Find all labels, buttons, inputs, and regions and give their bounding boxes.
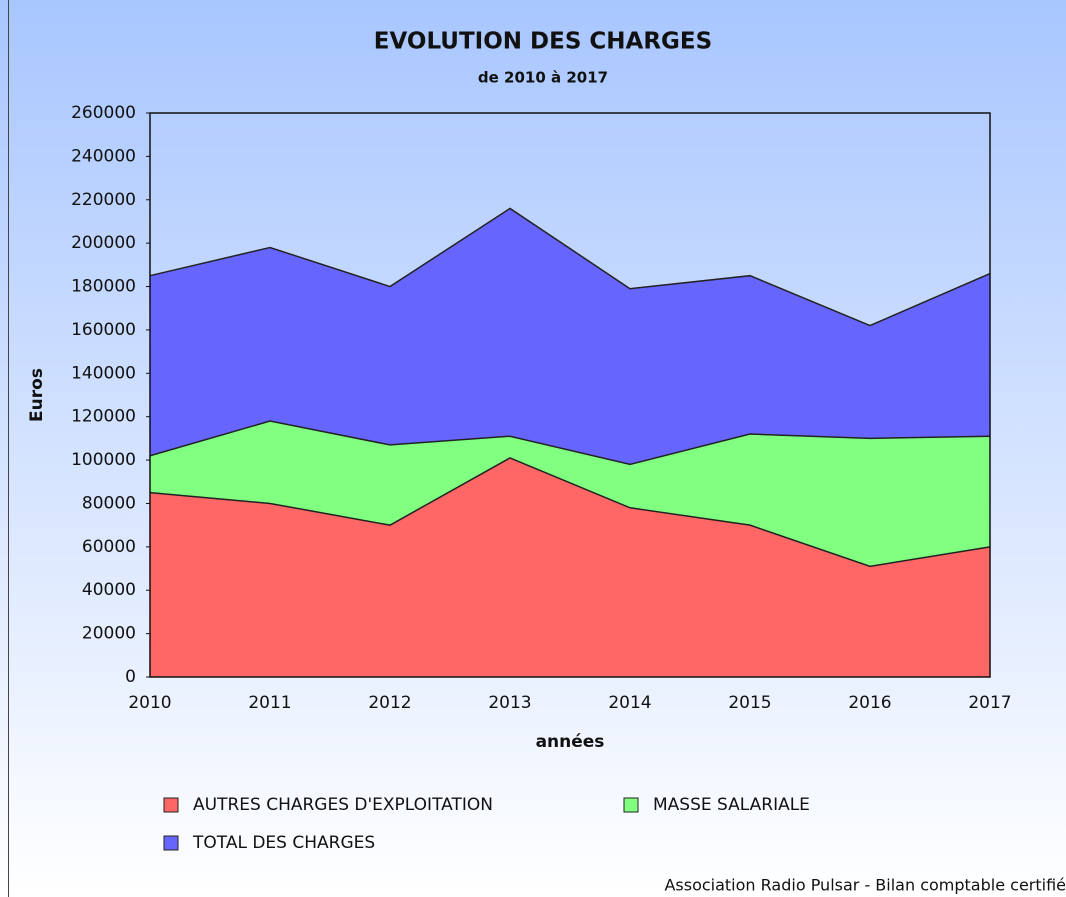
x-tick-label: 2013: [488, 693, 531, 713]
legend-label: TOTAL DES CHARGES: [192, 833, 375, 853]
legend-swatch: [163, 797, 179, 813]
y-tick-label: 80000: [82, 493, 136, 513]
y-tick-label: 120000: [71, 407, 136, 427]
y-tick-label: 200000: [71, 233, 136, 253]
x-tick-label: 2017: [968, 693, 1011, 713]
y-tick-label: 60000: [82, 537, 136, 557]
y-tick-label: 0: [125, 667, 136, 687]
legend-label: AUTRES CHARGES D'EXPLOITATION: [193, 795, 493, 815]
y-tick-label: 260000: [71, 103, 136, 123]
x-tick-label: 2012: [368, 693, 411, 713]
y-tick-label: 40000: [82, 580, 136, 600]
legend-label: MASSE SALARIALE: [653, 795, 810, 815]
y-tick-label: 160000: [71, 320, 136, 340]
x-tick-label: 2010: [128, 693, 171, 713]
chart-subtitle: de 2010 à 2017: [478, 69, 608, 87]
x-tick-label: 2011: [248, 693, 291, 713]
area-line: [149, 207, 991, 327]
area: [150, 457, 990, 677]
plot-border: [149, 112, 991, 678]
y-tick-label: 180000: [71, 277, 136, 297]
y-axis-label: Euros: [27, 368, 47, 422]
area-line: [149, 420, 991, 466]
area-line: [149, 457, 991, 568]
x-tick-label: 2015: [728, 693, 771, 713]
y-tick-label: 240000: [71, 146, 136, 166]
x-tick-label: 2016: [848, 693, 891, 713]
legend-swatch: [623, 797, 639, 813]
y-tick-label: 220000: [71, 190, 136, 210]
chart-title: EVOLUTION DES CHARGES: [374, 29, 712, 55]
y-tick-label: 140000: [71, 363, 136, 383]
y-tick-label: 20000: [82, 624, 136, 644]
footer: Association Radio Pulsar - Bilan comptab…: [664, 876, 1066, 895]
x-axis-label: années: [536, 732, 605, 752]
legend-swatch: [163, 835, 179, 851]
x-tick-label: 2014: [608, 693, 651, 713]
y-tick-label: 100000: [71, 450, 136, 470]
